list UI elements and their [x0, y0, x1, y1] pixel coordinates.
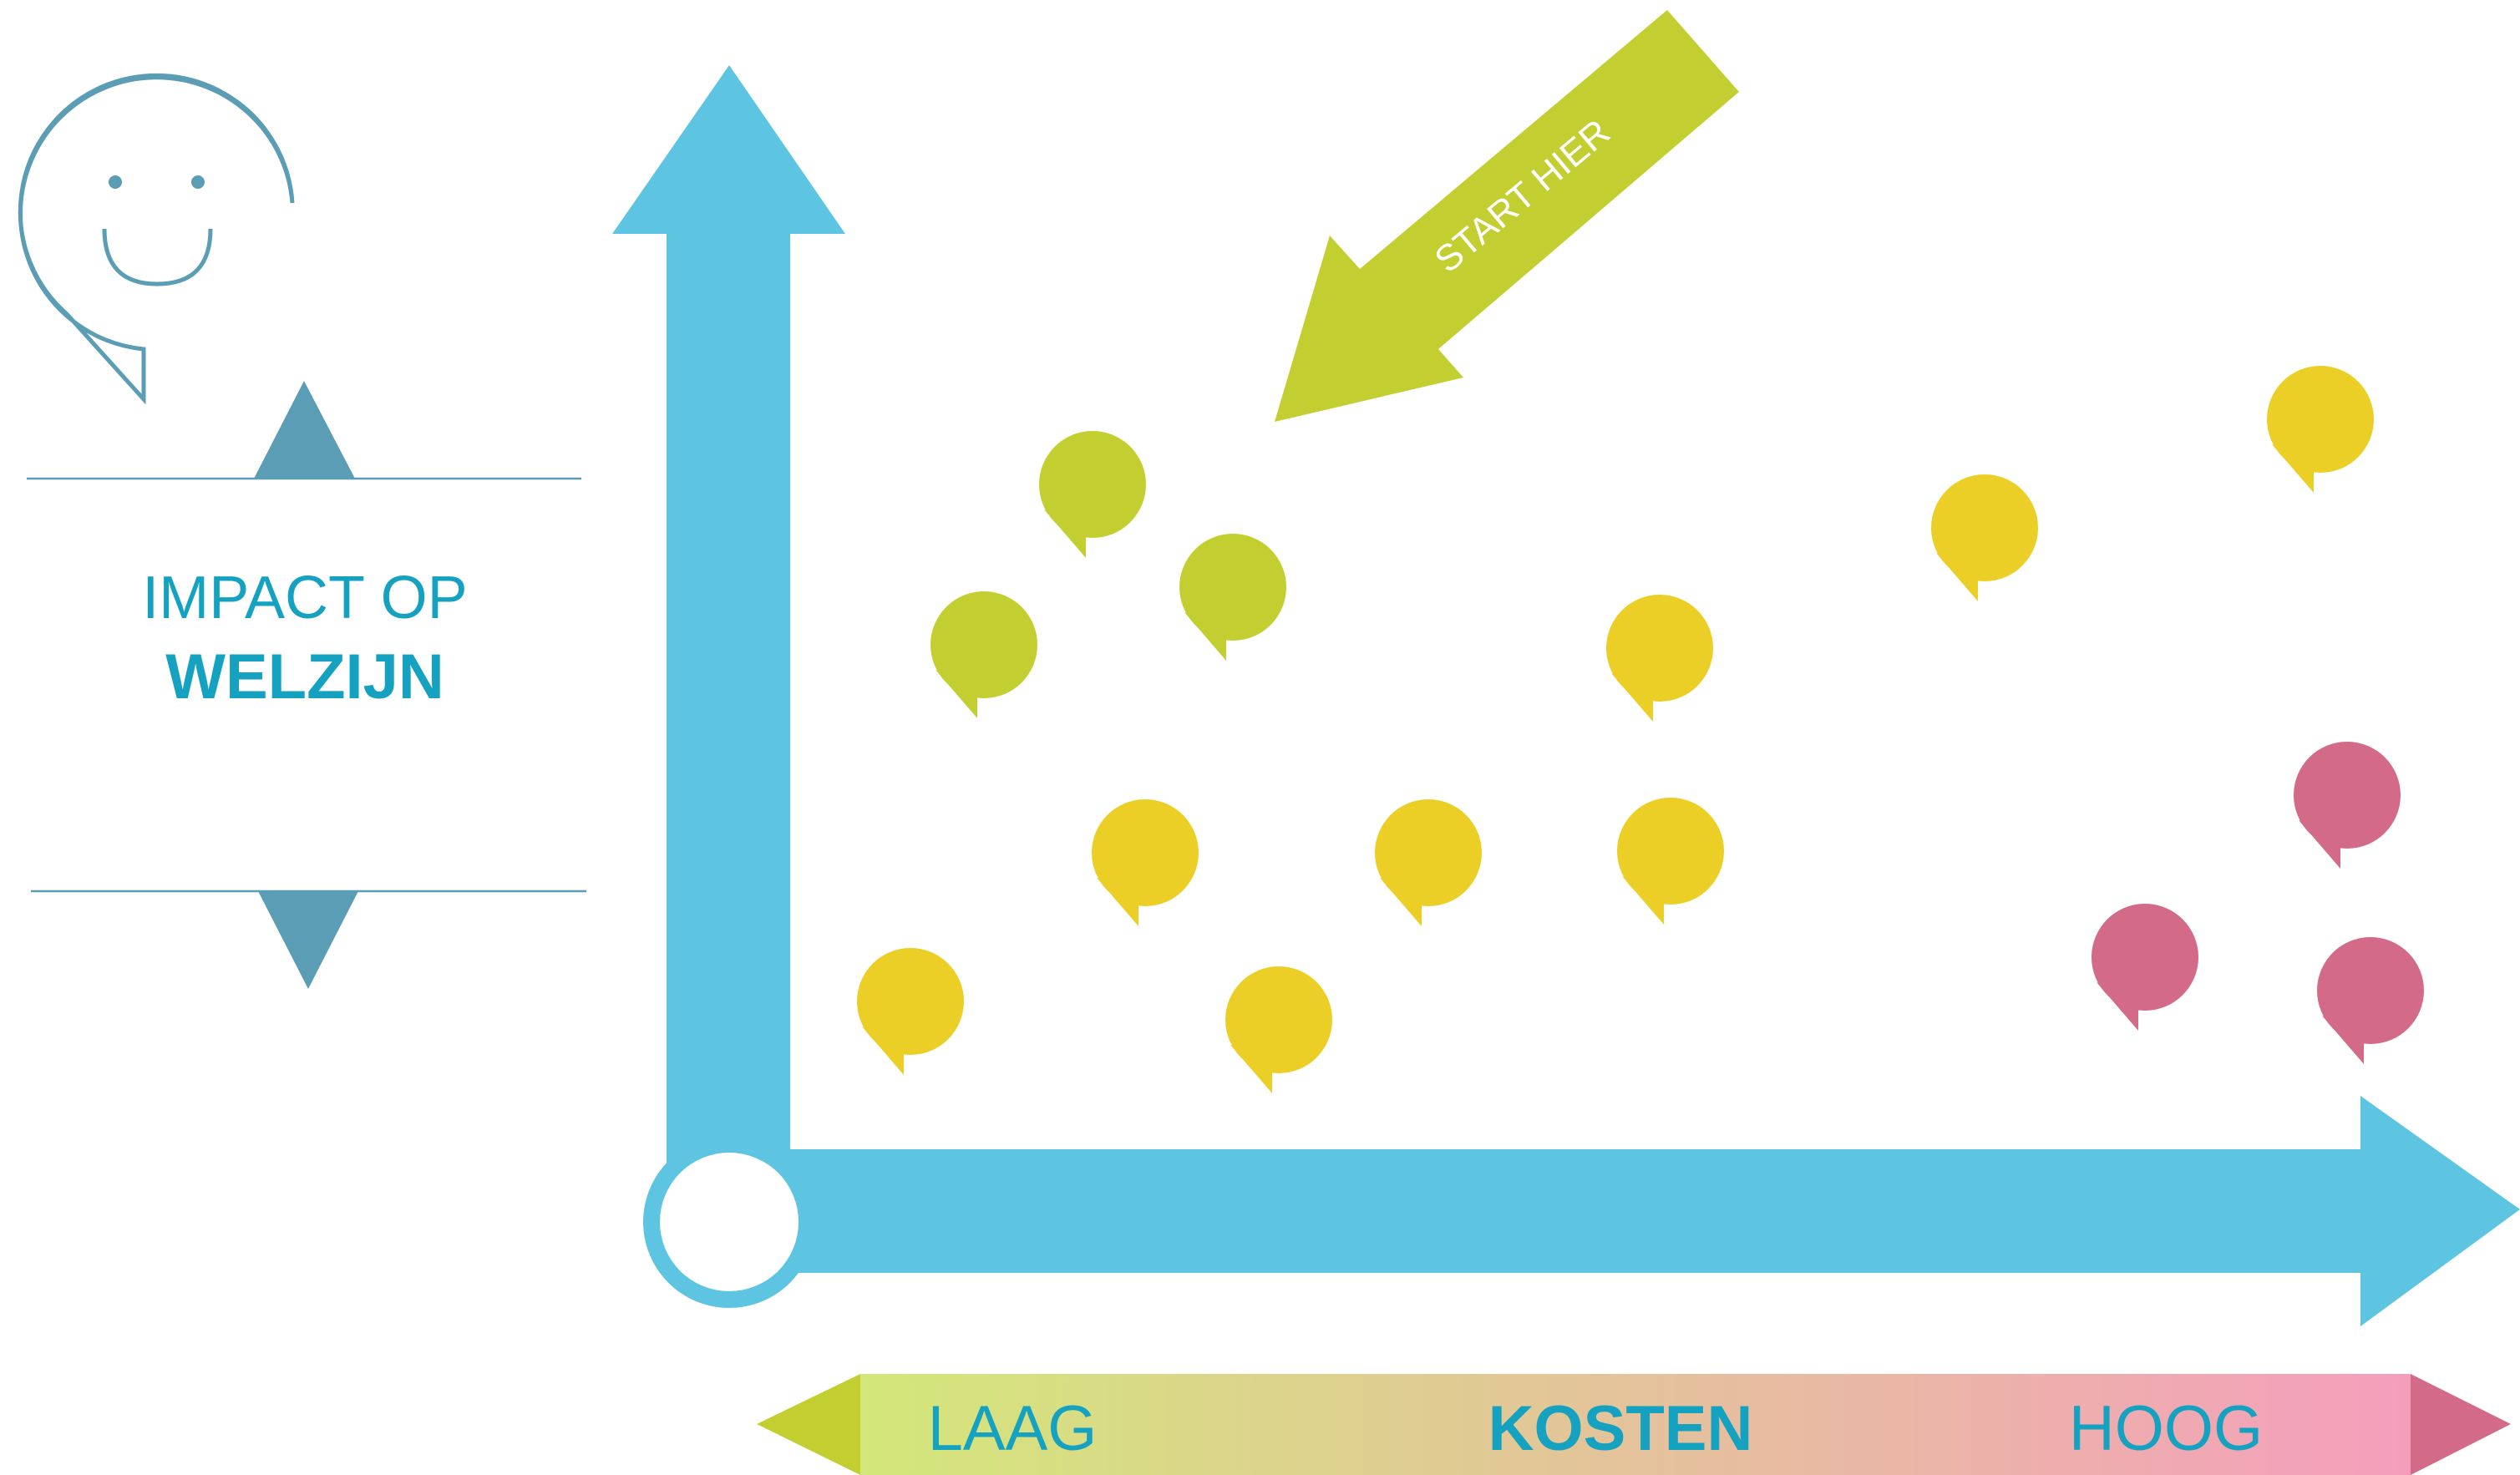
option-marker-green-bubble	[1039, 431, 1146, 538]
impact-label-line1: IMPACT OP	[142, 565, 467, 631]
option-marker-green	[1039, 431, 1146, 558]
option-marker-pink	[2294, 742, 2401, 869]
smiley-right-eye	[191, 175, 205, 189]
option-marker-yellow	[1225, 966, 1332, 1093]
smiley-left-eye	[109, 175, 122, 189]
option-marker-yellow-bubble	[2267, 366, 2374, 473]
option-marker-pink-bubble	[2092, 904, 2198, 1011]
option-marker-yellow	[1092, 799, 1199, 926]
start-here-arrow	[1275, 10, 1739, 422]
impact-down-triangle-icon	[258, 891, 358, 989]
option-marker-yellow-bubble	[857, 948, 964, 1055]
option-marker-pink-bubble	[2317, 937, 2424, 1044]
option-marker-yellow	[1375, 799, 1482, 926]
option-markers	[857, 366, 2424, 1093]
cost-low-label: LAAG	[928, 1393, 1098, 1464]
option-marker-yellow	[2267, 366, 2374, 493]
vertical-axis-arrow	[612, 65, 845, 1169]
horizontal-axis-arrow	[727, 1096, 2520, 1326]
option-marker-pink	[2317, 937, 2424, 1064]
option-marker-green-bubble	[1179, 534, 1286, 641]
option-marker-yellow-bubble	[1617, 798, 1724, 905]
option-marker-yellow	[1931, 474, 2038, 601]
option-marker-green	[930, 591, 1037, 718]
option-marker-yellow-bubble	[1931, 474, 2038, 581]
option-marker-green-bubble	[930, 591, 1037, 698]
impact-up-triangle-icon	[254, 381, 355, 479]
option-marker-pink-bubble	[2294, 742, 2401, 849]
option-marker-yellow	[1606, 595, 1713, 722]
option-marker-yellow-bubble	[1375, 799, 1482, 906]
impact-label-line2: WELZIJN	[165, 641, 444, 712]
option-marker-yellow	[1617, 798, 1724, 925]
option-marker-pink	[2092, 904, 2198, 1031]
cost-high-label: HOOG	[2069, 1393, 2263, 1464]
option-marker-yellow-bubble	[1092, 799, 1199, 906]
cost-right-arrowhead	[2411, 1374, 2511, 1475]
option-marker-yellow-bubble	[1606, 595, 1713, 702]
origin-circle	[660, 1153, 799, 1291]
cost-title: KOSTEN	[1488, 1393, 1753, 1464]
option-marker-yellow	[857, 948, 964, 1075]
option-marker-yellow-bubble	[1225, 966, 1332, 1073]
cost-left-arrowhead	[757, 1374, 860, 1475]
smiley-speech-bubble-icon	[18, 73, 295, 405]
cost-gradient-bar	[860, 1374, 2411, 1475]
option-marker-green	[1179, 534, 1286, 661]
smiley-mouth	[102, 228, 213, 286]
